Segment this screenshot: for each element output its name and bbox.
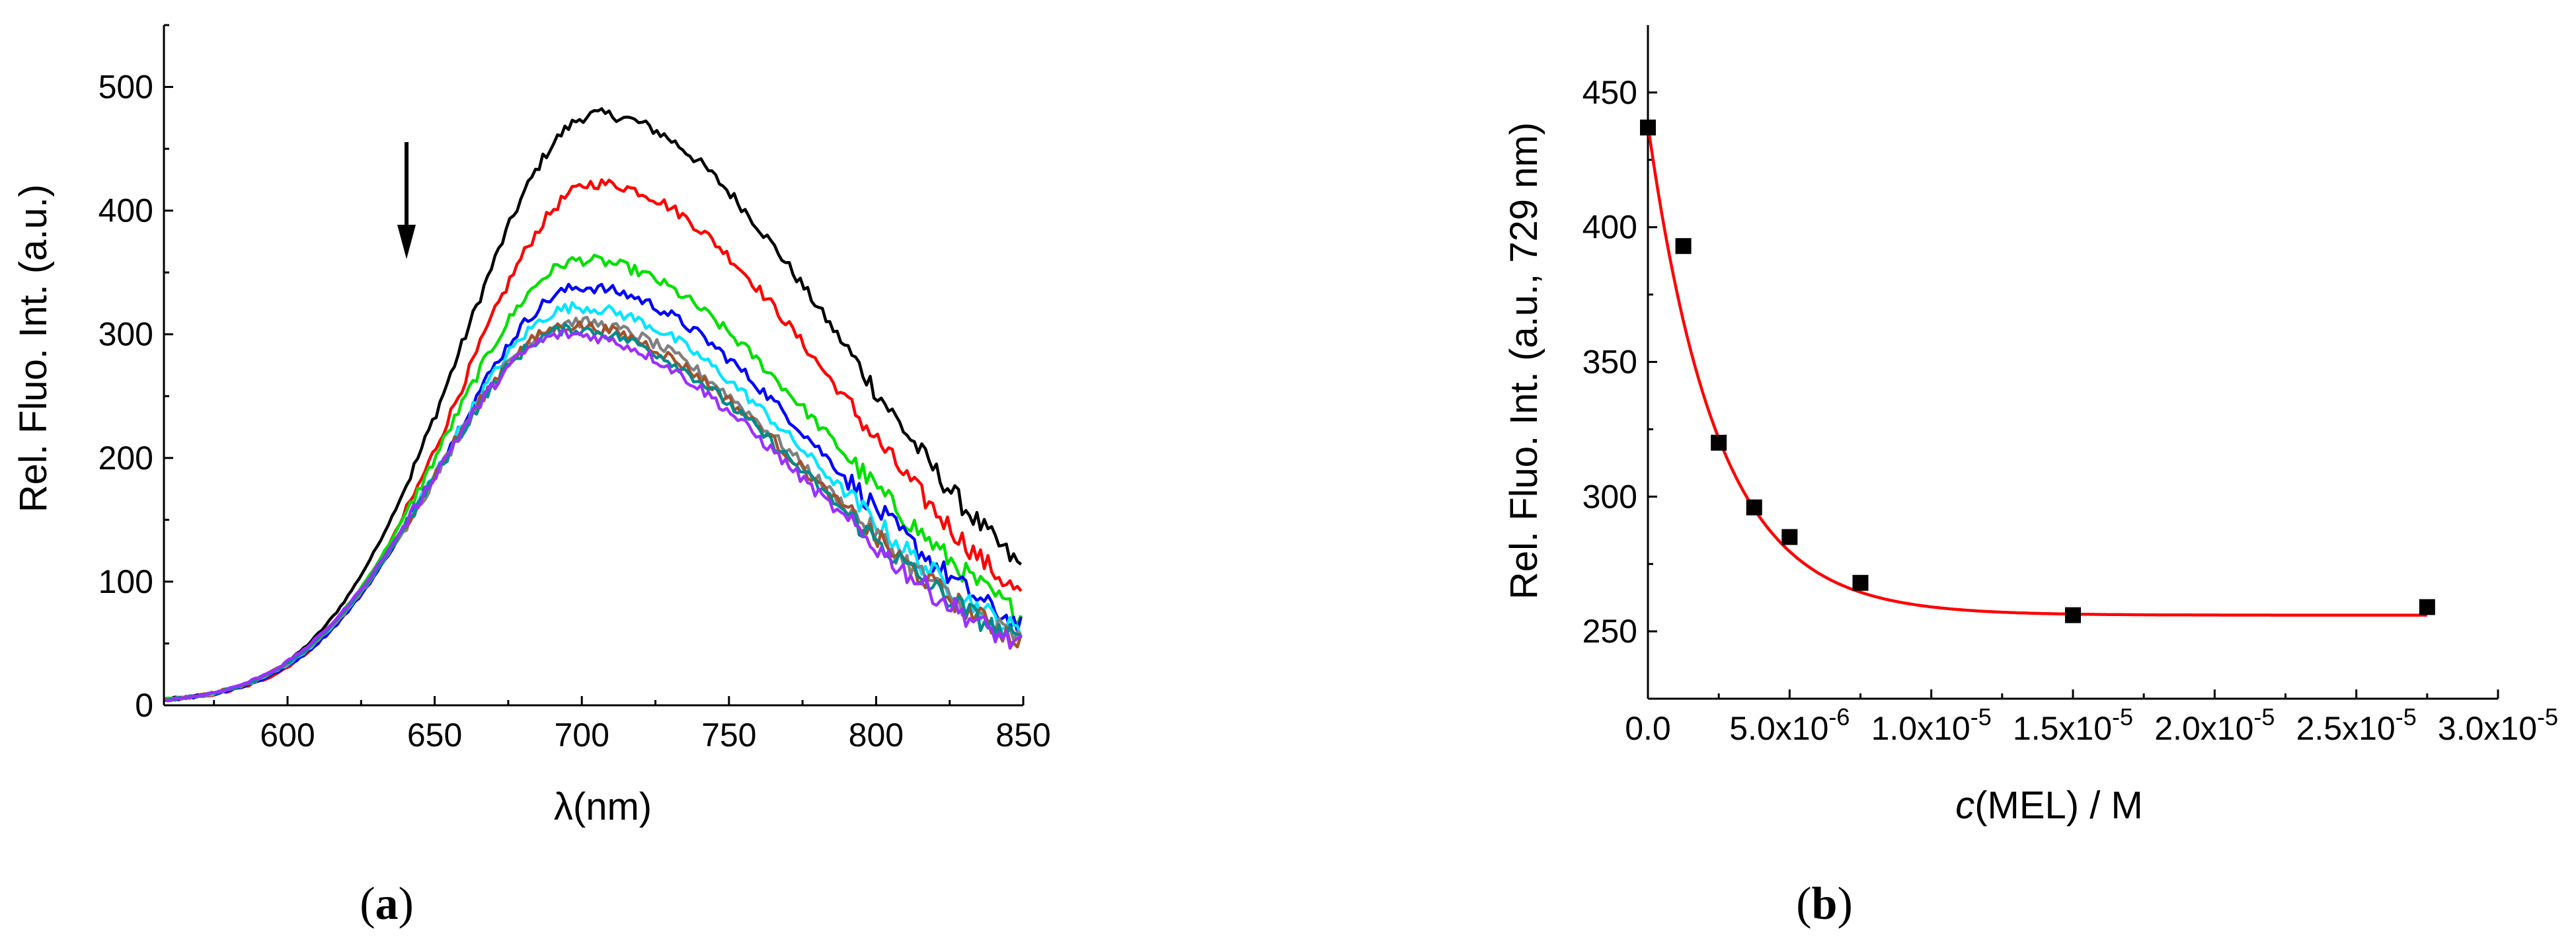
a-x-tick-label: 700 <box>554 717 609 754</box>
a-panel-label: (a) <box>360 878 414 929</box>
b-y-axis-title: Rel. Fluo. Int. (a.u., 729 nm) <box>1503 122 1545 600</box>
a-y-tick-label: 500 <box>98 69 153 106</box>
a-y-axis-title: Rel. Fluo. Int. (a.u.) <box>12 184 55 512</box>
a-y-tick-label: 300 <box>98 316 153 353</box>
b-data-points <box>1640 119 2435 623</box>
b-x-tick-label: 3.0x10-5 <box>2438 703 2558 747</box>
a-x-tick-label: 750 <box>701 717 756 754</box>
b-y-tick-label: 450 <box>1582 74 1637 111</box>
b-y-tick-label: 300 <box>1582 478 1637 515</box>
b-x-tick-label: 2.0x10-5 <box>2154 703 2275 747</box>
a-y-tick-label: 400 <box>98 192 153 229</box>
chart-panel-b: 250 300 350 400 450 0.0 5.0x10-6 1.0x10-5 1.5x1… <box>1503 25 2558 929</box>
b-x-axis-title: c(MEL) / M <box>1955 784 2143 827</box>
b-data-point <box>2065 607 2081 623</box>
b-y-tick-label: 400 <box>1582 209 1637 246</box>
spectrum-line-1 <box>163 107 1023 701</box>
b-data-point <box>1781 529 1798 545</box>
b-fit-curve <box>1646 124 2427 617</box>
b-data-point <box>1746 499 1762 516</box>
b-y-tick-label: 350 <box>1582 344 1637 381</box>
a-y-tick-label: 200 <box>98 440 153 477</box>
a-x-tick-label: 800 <box>849 717 904 754</box>
a-x-axis-title: λ(nm) <box>554 785 652 828</box>
b-x-tick-label: 2.5x10-5 <box>2296 703 2417 747</box>
b-data-point <box>2419 599 2435 615</box>
a-x-ticks: 600 650 700 750 800 850 <box>213 696 1051 754</box>
b-data-point <box>1675 238 1692 254</box>
b-data-point <box>1711 434 1727 451</box>
a-y-ticks: 0 100 200 300 400 500 <box>98 24 173 724</box>
spectrum-line-9 <box>163 329 1023 703</box>
decrease-arrow <box>397 142 416 259</box>
chart-panel-a: 0 100 200 300 400 500 600 650 700 750 800 850 λ(nm… <box>12 24 1051 929</box>
spectrum-line-8 <box>163 323 1022 703</box>
b-data-point <box>1852 574 1869 591</box>
b-panel-label: (b) <box>1796 878 1853 929</box>
a-y-tick-label: 0 <box>135 687 153 724</box>
spectrum-line-7 <box>163 320 1023 701</box>
b-y-ticks: 250 300 350 400 450 <box>1582 74 1657 650</box>
b-x-tick-label: 1.5x10-5 <box>2013 703 2133 747</box>
spectrum-line-6 <box>163 315 1023 703</box>
a-y-tick-label: 100 <box>98 563 153 600</box>
a-x-tick-label: 650 <box>407 717 462 754</box>
a-x-tick-label: 600 <box>260 717 315 754</box>
b-y-tick-label: 250 <box>1582 613 1637 650</box>
spectra-series-group <box>163 107 1023 703</box>
b-x-tick-label: 5.0x10-6 <box>1729 703 1850 747</box>
spectrum-line-4 <box>163 282 1023 703</box>
b-x-ticks: 0.0 5.0x10-6 1.0x10-5 1.5x10-5 2.0x10-5 2.5x1… <box>1625 689 2558 747</box>
b-x-tick-label: 0.0 <box>1625 710 1671 747</box>
b-x-tick-label: 1.0x10-5 <box>1871 703 1992 747</box>
a-x-tick-label: 850 <box>995 717 1050 754</box>
b-data-point <box>1640 119 1656 136</box>
